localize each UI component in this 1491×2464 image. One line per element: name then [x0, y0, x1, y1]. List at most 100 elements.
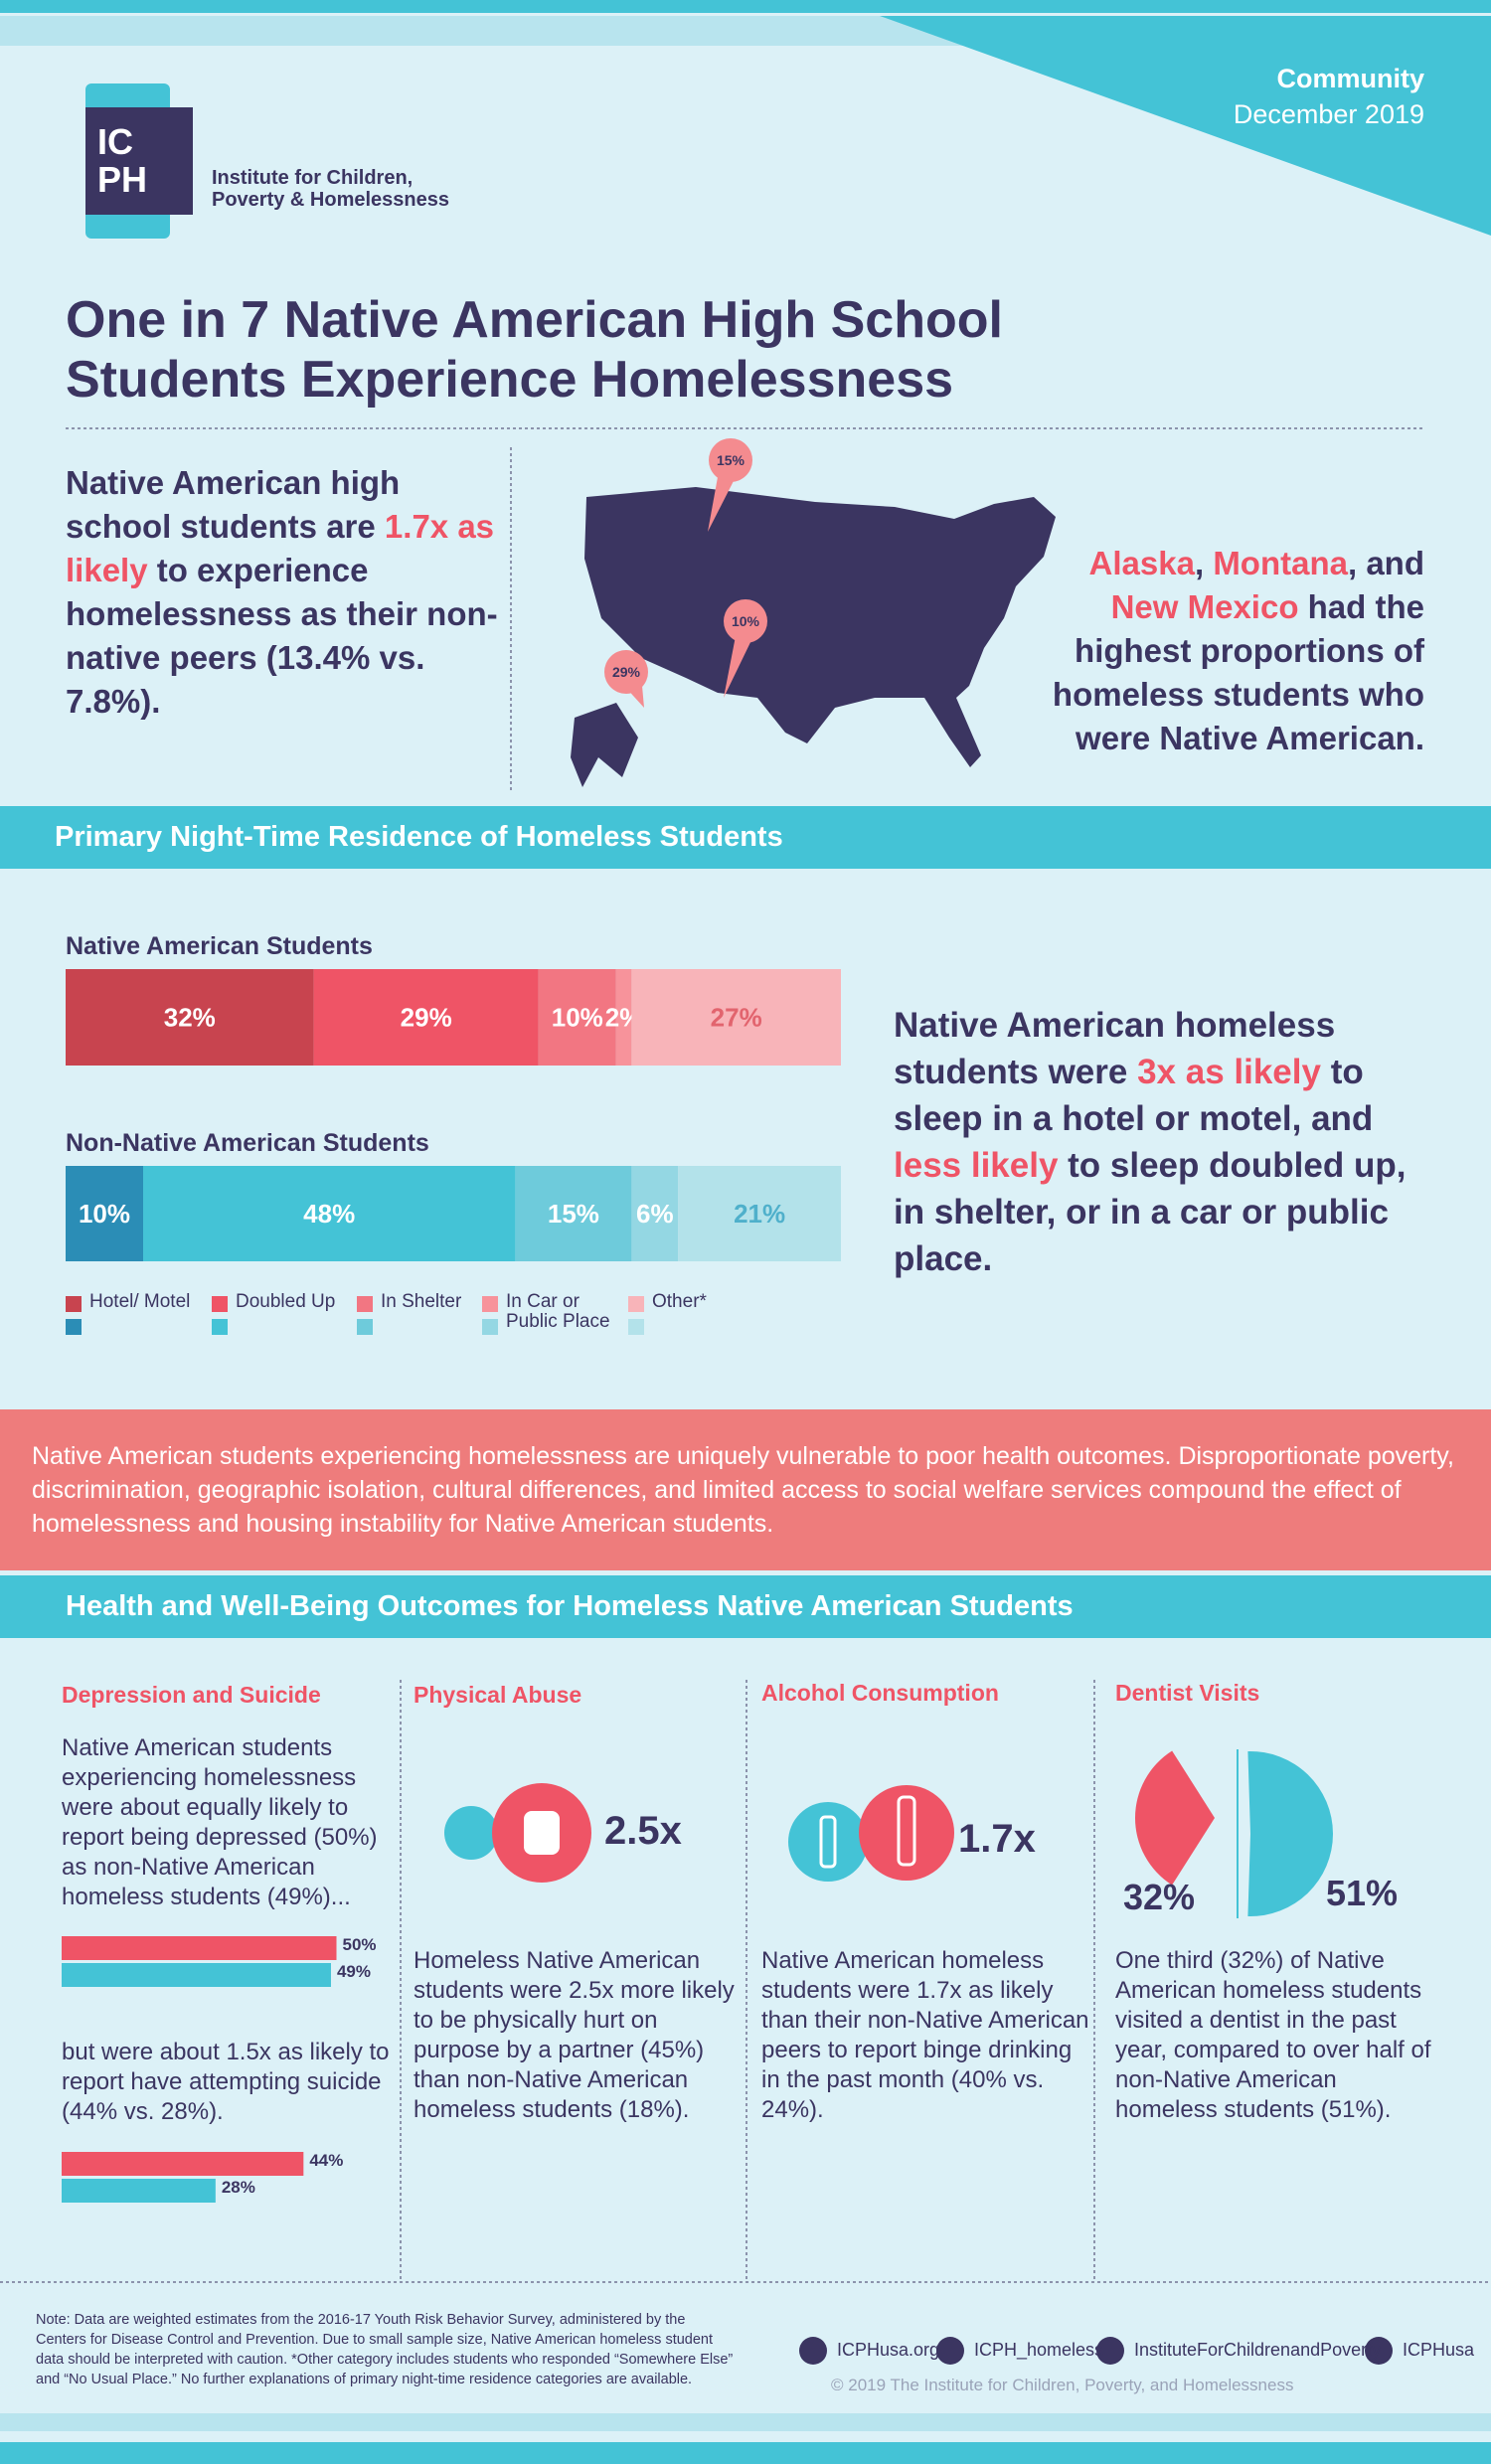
- paragraph: Homeless Native American students were 2…: [414, 1947, 735, 2123]
- residence-caption: Native American homeless students were 3…: [894, 1002, 1430, 1282]
- bar-segment: [515, 1166, 632, 1261]
- bar: [62, 2152, 304, 2176]
- bar: [62, 2179, 216, 2203]
- bar-segment: [631, 1166, 679, 1261]
- group-name: Native American Students: [66, 932, 373, 960]
- copyright: © 2019 The Institute for Children, Pover…: [831, 2376, 1294, 2394]
- stat: 2.5x: [604, 1809, 682, 1853]
- social-link[interactable]: ICPH_homeless: [974, 2340, 1104, 2360]
- bar-label: 28%: [222, 2178, 255, 2197]
- bar-label: 27%: [711, 1003, 762, 1033]
- corner-triangle: [880, 16, 1491, 236]
- highlight: 3x as likely: [1137, 1053, 1321, 1091]
- paragraph: Native American students experiencing ho…: [62, 1734, 378, 1910]
- icon: [859, 1785, 954, 1881]
- social-link[interactable]: InstituteForChildrenandPoverty: [1134, 2340, 1382, 2360]
- highlight: 1.7x as likely: [66, 508, 495, 588]
- group-name: Non-Native American Students: [66, 1129, 429, 1157]
- logo-square: [85, 107, 193, 215]
- note: Note: Data are weighted estimates from t…: [36, 2312, 734, 2387]
- dentist-label: 32%: [1123, 1877, 1196, 1917]
- logo-line: PH: [97, 159, 148, 200]
- bar-segment: [66, 1166, 143, 1261]
- bar-label: 48%: [303, 1199, 355, 1229]
- icon: [524, 1811, 560, 1855]
- social-link[interactable]: ICPHusa: [1403, 2340, 1475, 2360]
- section-heading: Depression and Suicide: [62, 1682, 321, 1708]
- bottom-stripe: [0, 2442, 1491, 2464]
- bar-label: 10%: [552, 1003, 603, 1033]
- bar-label: 50%: [343, 1935, 377, 1954]
- section-title: Health and Well-Being Outcomes for Homel…: [66, 1590, 1074, 1622]
- dentist-label: 51%: [1326, 1873, 1399, 1913]
- callout-band: [0, 1409, 1491, 1570]
- org-line: Institute for Children,: [212, 167, 414, 189]
- highlight: less likely: [894, 1146, 1059, 1185]
- title-line: Students Experience Homelessness: [66, 351, 954, 409]
- icon: [819, 1815, 837, 1869]
- pin: [724, 599, 767, 643]
- social-icon: [799, 2337, 827, 2365]
- icon: [897, 1795, 916, 1867]
- title-line: One in 7 Native American High School: [66, 291, 1003, 349]
- section-title: Primary Night-Time Residence of Homeless…: [55, 821, 783, 853]
- text-run: Native American homeless students were: [894, 1006, 1336, 1091]
- pin-label: 10%: [732, 613, 760, 629]
- text-run: to experience homelessness as their non-…: [66, 552, 498, 720]
- pin-tail: [724, 636, 753, 698]
- logo-text: IC PH: [97, 123, 147, 199]
- bar-label: 6%: [636, 1199, 674, 1229]
- legend-swatch: [66, 1319, 82, 1335]
- pin-label: 15%: [717, 452, 746, 468]
- bar-label: 49%: [337, 1962, 371, 1981]
- legend-label: In Car or Public Place: [506, 1291, 610, 1332]
- dentist-sector: [1247, 1751, 1334, 1917]
- bar-segment: [313, 969, 539, 1066]
- legend-label: Doubled Up: [236, 1291, 336, 1312]
- bar-segment: [538, 969, 616, 1066]
- pin-tail: [708, 477, 736, 532]
- highlight: New Mexico: [1110, 588, 1299, 625]
- bar-segment: [631, 969, 841, 1066]
- paragraph: but were about 1.5x as likely to report …: [62, 2039, 390, 2125]
- legend-swatch: [357, 1296, 373, 1312]
- legend-swatch: [482, 1319, 498, 1335]
- paragraph: Native American homeless students were 1…: [761, 1947, 1089, 2123]
- bar-segment: [615, 969, 632, 1066]
- date: December 2019: [1233, 99, 1424, 129]
- bar-label: 10%: [79, 1199, 130, 1229]
- section-heading: Dentist Visits: [1115, 1680, 1260, 1706]
- legend-swatch: [212, 1319, 228, 1335]
- legend-swatch: [628, 1319, 644, 1335]
- callout: Native American students experiencing ho…: [32, 1442, 1454, 1538]
- legend-label: In Shelter: [381, 1291, 462, 1312]
- section-heading: Physical Abuse: [414, 1682, 582, 1708]
- icon: [788, 1802, 868, 1882]
- bar-label: 15%: [548, 1199, 599, 1229]
- top-stripe: [0, 0, 1491, 13]
- category: Community: [1276, 64, 1425, 93]
- paragraph: One third (32%) of Native American homel…: [1115, 1947, 1431, 2123]
- social-link[interactable]: ICPHusa.org: [837, 2340, 940, 2360]
- bar-label: 29%: [401, 1003, 452, 1033]
- section-band: [0, 1575, 1491, 1638]
- text-run: to sleep in a hotel or motel, and: [894, 1053, 1374, 1138]
- logo-line: IC: [97, 121, 133, 162]
- map-caption: Alaska, Montana, and New Mexico had the …: [1037, 542, 1424, 760]
- social-icon: [1365, 2337, 1393, 2365]
- icon: [444, 1806, 498, 1860]
- dentist-sector: [1134, 1750, 1215, 1886]
- highlight: Montana: [1213, 545, 1348, 581]
- social-icon: [1096, 2337, 1124, 2365]
- pin: [709, 438, 752, 482]
- bar-segment: [143, 1166, 516, 1261]
- legend-swatch: [482, 1296, 498, 1312]
- title: One in 7 Native American High School Stud…: [66, 290, 1003, 410]
- bottom-stripe: [0, 2413, 1491, 2431]
- org-name: Institute for Children, Poverty & Homeles…: [212, 167, 449, 211]
- bar-segment: [66, 969, 314, 1066]
- bar: [62, 1963, 331, 1987]
- stat: 1.7x: [958, 1817, 1036, 1861]
